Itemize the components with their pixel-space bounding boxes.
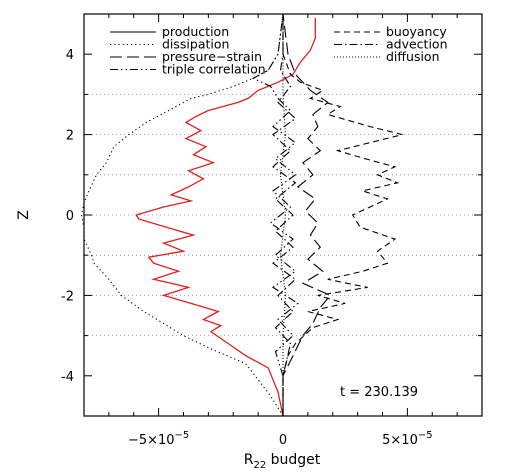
axis-ticks: -4 -2 0 2 4 −5×10−5 0 5×10−5: [61, 13, 482, 448]
x-axis-title-sub: 22: [253, 460, 266, 471]
y-tick-label: 0: [66, 209, 74, 224]
time-annotation: t = 230.139: [340, 385, 418, 400]
legend-label: dissipation: [162, 37, 229, 52]
legend-label: pressure−strain: [162, 49, 262, 64]
legend-label: production: [162, 24, 229, 39]
legend-label: triple correlation: [162, 62, 266, 77]
x-tick-label: 0: [279, 433, 287, 448]
legend-label: advection: [386, 37, 448, 52]
series-line-triple-correlation: [251, 13, 299, 416]
series-line-advection: [272, 14, 297, 416]
x-axis-title-main: R: [244, 452, 254, 468]
y-tick-label: -2: [61, 289, 74, 304]
series-line-buoyancy: [282, 14, 403, 416]
legend: productiondissipationpressure−straintrip…: [110, 24, 448, 77]
gridlines: [84, 94, 482, 337]
x-tick-label: −5×10−5: [128, 430, 189, 448]
y-tick-label: 2: [66, 129, 74, 144]
legend-label: buoyancy: [386, 24, 447, 39]
series-line-production: [135, 18, 316, 417]
x-axis-title-suffix: budget: [266, 452, 321, 468]
legend-label: diffusion: [386, 49, 440, 64]
series-line-diffusion: [279, 14, 287, 416]
x-tick-label: 5×10−5: [382, 430, 432, 448]
series-line-pressure-strain: [282, 13, 332, 416]
x-axis-title: R22 budget: [244, 452, 321, 471]
y-tick-label: -4: [61, 370, 74, 385]
y-axis-title: Z: [16, 210, 32, 220]
y-tick-label: 4: [66, 48, 74, 63]
